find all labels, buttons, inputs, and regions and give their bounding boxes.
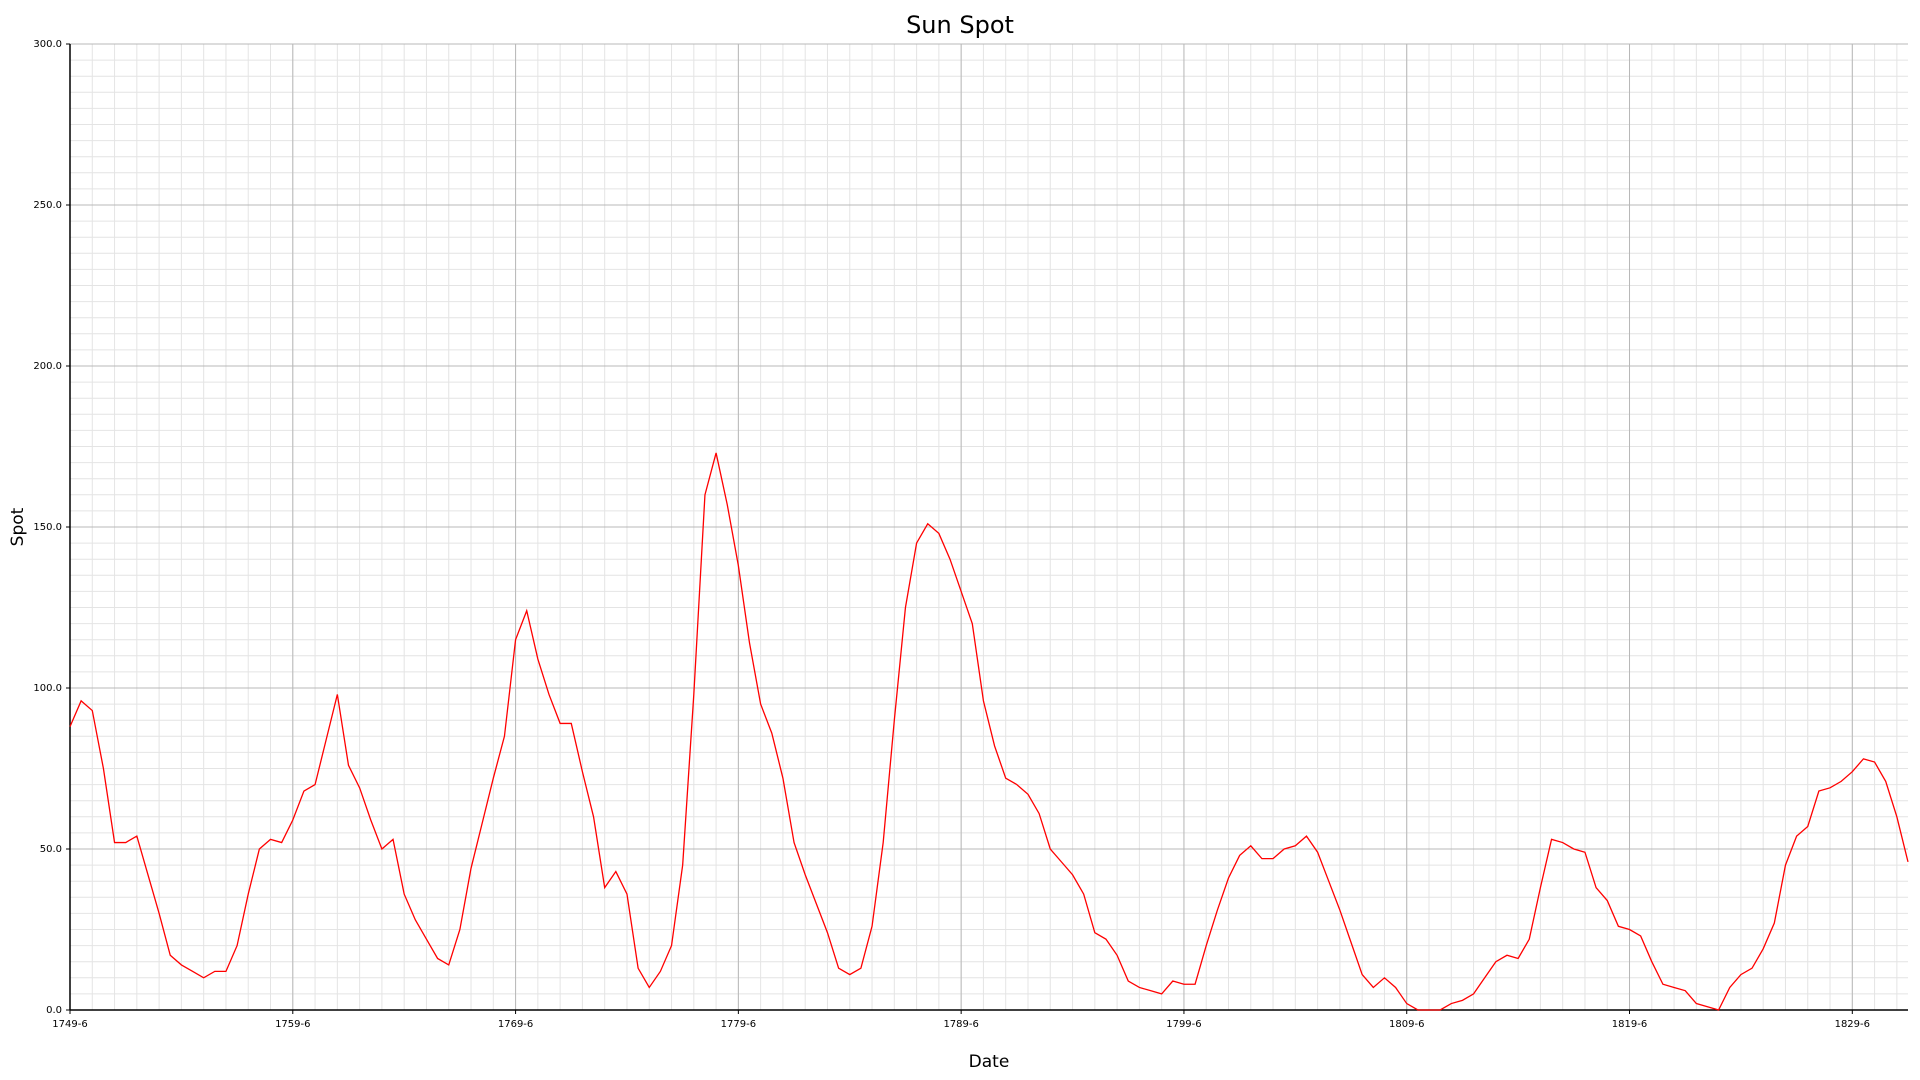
y-tick-label: 0.0: [46, 1005, 62, 1016]
y-tick-label: 100.0: [33, 683, 62, 694]
x-tick-label: 1799-6: [1166, 1019, 1201, 1030]
x-tick-label: 1769-6: [498, 1019, 533, 1030]
x-tick-label: 1789-6: [943, 1019, 978, 1030]
x-tick-label: 1759-6: [275, 1019, 310, 1030]
y-tick-label: 300.0: [33, 39, 62, 50]
x-axis-label: Date: [969, 1052, 1010, 1072]
chart-title: Sun Spot: [906, 11, 1014, 39]
x-tick-label: 1829-6: [1835, 1019, 1870, 1030]
x-tick-label: 1779-6: [721, 1019, 756, 1030]
x-tick-label: 1809-6: [1389, 1019, 1424, 1030]
x-tick-label: 1819-6: [1612, 1019, 1647, 1030]
y-tick-label: 200.0: [33, 361, 62, 372]
y-tick-label: 150.0: [33, 522, 62, 533]
y-tick-label: 50.0: [40, 844, 62, 855]
data-line: [69, 452, 1909, 1011]
y-tick-label: 250.0: [33, 200, 62, 211]
x-tick-label: 1749-6: [52, 1019, 87, 1030]
y-axis-label: Spot: [8, 507, 28, 546]
